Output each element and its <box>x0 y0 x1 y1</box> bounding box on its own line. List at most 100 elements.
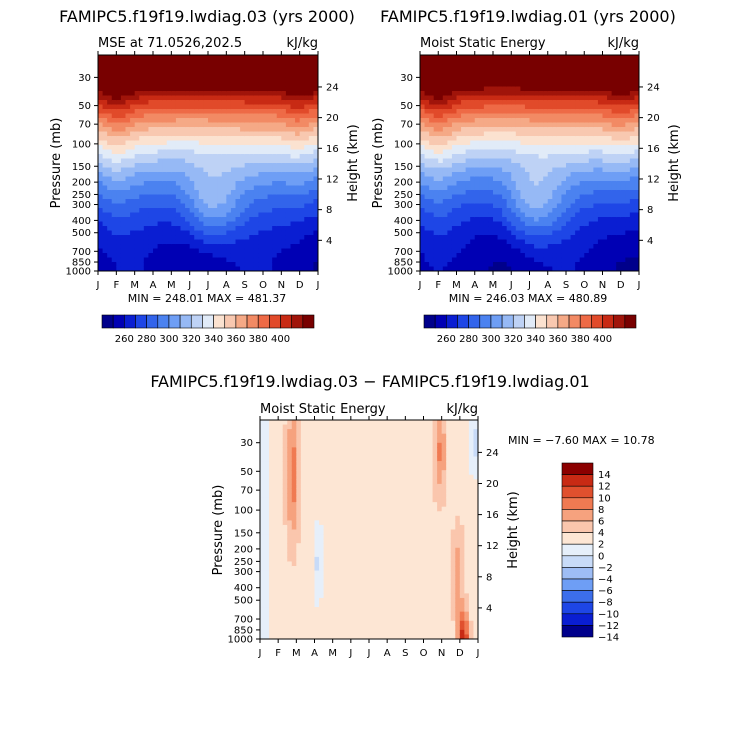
contour-cell <box>547 230 553 236</box>
contour-cell <box>166 113 172 119</box>
contour-cell <box>456 100 462 106</box>
contour-cell <box>272 118 278 124</box>
contour-cell <box>561 118 567 124</box>
contour-cell <box>442 145 448 151</box>
contour-cell <box>313 167 318 173</box>
contour-cell <box>157 244 163 250</box>
contour-cell <box>299 122 305 128</box>
contour-cell <box>556 127 563 133</box>
contour-cell <box>111 199 117 205</box>
contour-cell <box>153 230 159 236</box>
contour-cell <box>285 86 292 92</box>
contour-cell <box>433 64 439 70</box>
colorbar-swatch <box>235 314 248 329</box>
contour-cell <box>304 145 310 151</box>
x-tick-label: M <box>489 280 498 291</box>
contour-cell <box>244 136 250 142</box>
contour-cell <box>240 86 246 92</box>
contour-cell <box>269 438 275 444</box>
contour-cell <box>447 136 453 142</box>
contour-cell <box>102 59 108 65</box>
y-tick-label: 400 <box>72 216 91 227</box>
contour-cell <box>566 100 572 106</box>
contour-cell <box>611 181 617 187</box>
contour-cell <box>470 266 476 271</box>
contour-cell <box>194 199 200 205</box>
contour-cell <box>515 230 521 236</box>
contour-cell <box>520 109 526 115</box>
contour-cell <box>470 253 476 259</box>
contour-cell <box>208 257 214 263</box>
contour-cell <box>493 118 499 124</box>
contour-cell <box>162 140 168 146</box>
contour-cell <box>267 212 273 218</box>
contour-cell <box>561 109 567 115</box>
panel-3: FAMIPC5.f19f19.lwdiag.03 − FAMIPC5.f19f1… <box>150 372 654 659</box>
contour-cell <box>295 136 301 142</box>
contour-cell <box>304 230 310 236</box>
contour-cell <box>506 248 512 254</box>
contour-cell <box>561 127 567 133</box>
contour-cell <box>130 262 136 268</box>
contour-cell <box>593 145 599 151</box>
contour-cell <box>107 181 113 187</box>
contour-cell <box>249 64 255 70</box>
contour-cell <box>575 226 581 232</box>
contour-cell <box>511 104 517 110</box>
contour-cell <box>249 118 255 124</box>
contour-cell <box>260 593 266 599</box>
contour-cell <box>212 145 218 151</box>
contour-cell <box>561 172 567 178</box>
contour-cell <box>629 64 636 70</box>
contour-cell <box>424 244 430 250</box>
contour-cell <box>575 82 581 88</box>
contour-cell <box>212 181 218 187</box>
contour-cell <box>607 158 613 164</box>
contour-cell <box>134 118 140 124</box>
contour-cell <box>620 185 626 191</box>
contour-cell <box>308 217 315 223</box>
contour-cell <box>189 208 195 214</box>
contour-cell <box>593 82 599 88</box>
contour-cell <box>272 73 278 79</box>
contour-cell <box>203 253 209 259</box>
contour-cell <box>634 217 639 223</box>
contour-cell <box>299 217 305 223</box>
contour-cell <box>285 244 292 250</box>
contour-cell <box>502 167 508 173</box>
contour-cell <box>249 172 255 178</box>
contour-cell <box>235 109 241 115</box>
contour-cell <box>267 149 273 155</box>
contour-cell <box>538 158 544 164</box>
contour-cell <box>203 68 209 74</box>
contour-cell <box>515 172 521 178</box>
contour-cell <box>148 145 154 151</box>
contour-cell <box>203 127 209 133</box>
contour-cell <box>502 59 508 65</box>
contour-cell <box>556 95 563 101</box>
contour-cell <box>264 538 270 544</box>
contour-cell <box>451 212 458 218</box>
contour-cell <box>276 230 282 236</box>
contour-cell <box>290 149 296 155</box>
colorbar-swatch <box>124 314 136 329</box>
contour-cell <box>506 221 512 227</box>
contour-cell <box>424 149 430 155</box>
contour-cell <box>534 266 540 271</box>
contour-cell <box>611 149 617 155</box>
contour-cell <box>520 149 526 155</box>
contour-cell <box>625 167 631 173</box>
contour-cell <box>561 181 567 187</box>
contour-cell <box>139 86 145 92</box>
contour-cell <box>308 262 315 268</box>
contour-cell <box>561 140 567 146</box>
contour-cell <box>249 154 255 160</box>
contour-cell <box>497 208 503 214</box>
contour-cell <box>134 248 140 254</box>
contour-cell <box>451 86 458 92</box>
contour-cell <box>212 86 218 92</box>
contour-cell <box>506 235 512 241</box>
contour-cell <box>474 55 480 61</box>
contour-cell <box>217 230 223 236</box>
contour-cell <box>515 266 521 271</box>
